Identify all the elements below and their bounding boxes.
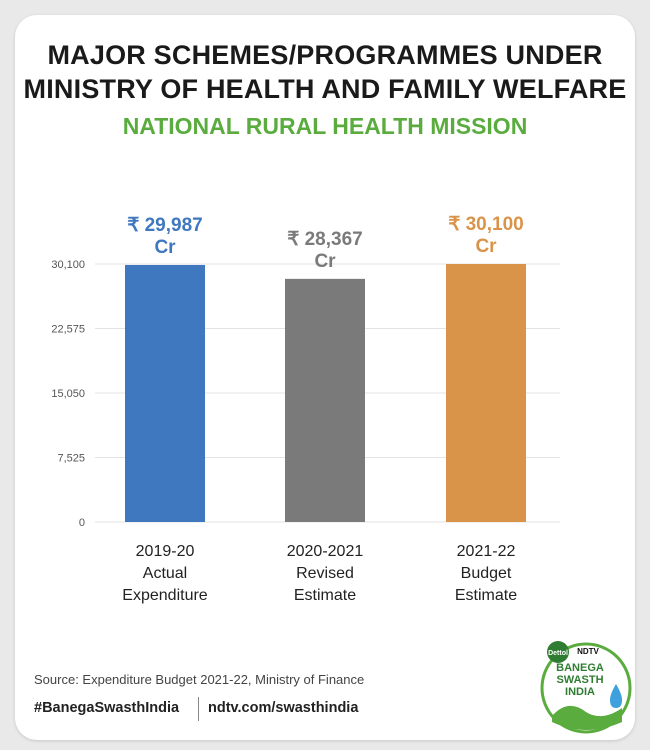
hand-icon: [552, 705, 622, 730]
x-category-label: Actual: [143, 565, 187, 582]
logo-brand-dettol: Dettol: [548, 650, 568, 657]
bar: [125, 264, 205, 522]
bar-value-label: ₹ 28,367: [287, 229, 362, 250]
water-drop-icon: [610, 684, 622, 708]
bar: [446, 264, 526, 522]
title-line-2: MINISTRY OF HEALTH AND FAMILY WELFARE: [23, 74, 627, 104]
x-category-label: Estimate: [455, 587, 517, 604]
x-category-label: 2019-20: [136, 543, 195, 560]
y-tick-label: 22,575: [51, 324, 85, 336]
x-category-label: Estimate: [294, 587, 356, 604]
x-category-label: Budget: [461, 565, 512, 582]
page-title: MAJOR SCHEMES/PROGRAMMES UNDER MINISTRY …: [15, 38, 635, 106]
logo-line-swasth: SWASTH: [556, 674, 603, 686]
logo-line-india: INDIA: [565, 686, 595, 698]
dettol-badge: [547, 641, 569, 663]
bar: [285, 278, 365, 522]
bar-value-label: ₹ 30,100: [448, 214, 523, 235]
y-tick-label: 7,525: [57, 453, 85, 465]
bar-value-unit: Cr: [314, 251, 336, 272]
y-tick-label: 30,100: [51, 259, 85, 271]
bar-value-label: ₹ 29,987: [127, 215, 202, 236]
page-subtitle: NATIONAL RURAL HEALTH MISSION: [122, 113, 528, 139]
bar-value-unit: Cr: [475, 236, 497, 257]
x-category-label: Revised: [296, 565, 354, 582]
source-note: Source: Expenditure Budget 2021-22, Mini…: [34, 672, 365, 687]
website-link[interactable]: ndtv.com/swasthindia: [208, 700, 359, 716]
hashtag-text: #BanegaSwasthIndia: [34, 700, 180, 716]
banega-swasth-india-logo: Dettol NDTV BANEGA SWASTH INDIA: [540, 641, 632, 734]
title-line-1: MAJOR SCHEMES/PROGRAMMES UNDER: [47, 40, 603, 70]
bar-value-unit: Cr: [154, 237, 176, 258]
logo-line-banega: BANEGA: [556, 662, 604, 674]
x-category-label: 2021-22: [457, 543, 516, 560]
x-category-label: 2020-2021: [287, 543, 364, 560]
x-category-label: Expenditure: [122, 587, 207, 604]
y-tick-label: 15,050: [51, 388, 85, 400]
footer-divider: [198, 697, 199, 721]
logo-brand-ndtv: NDTV: [577, 647, 599, 656]
y-tick-label: 0: [79, 517, 85, 529]
